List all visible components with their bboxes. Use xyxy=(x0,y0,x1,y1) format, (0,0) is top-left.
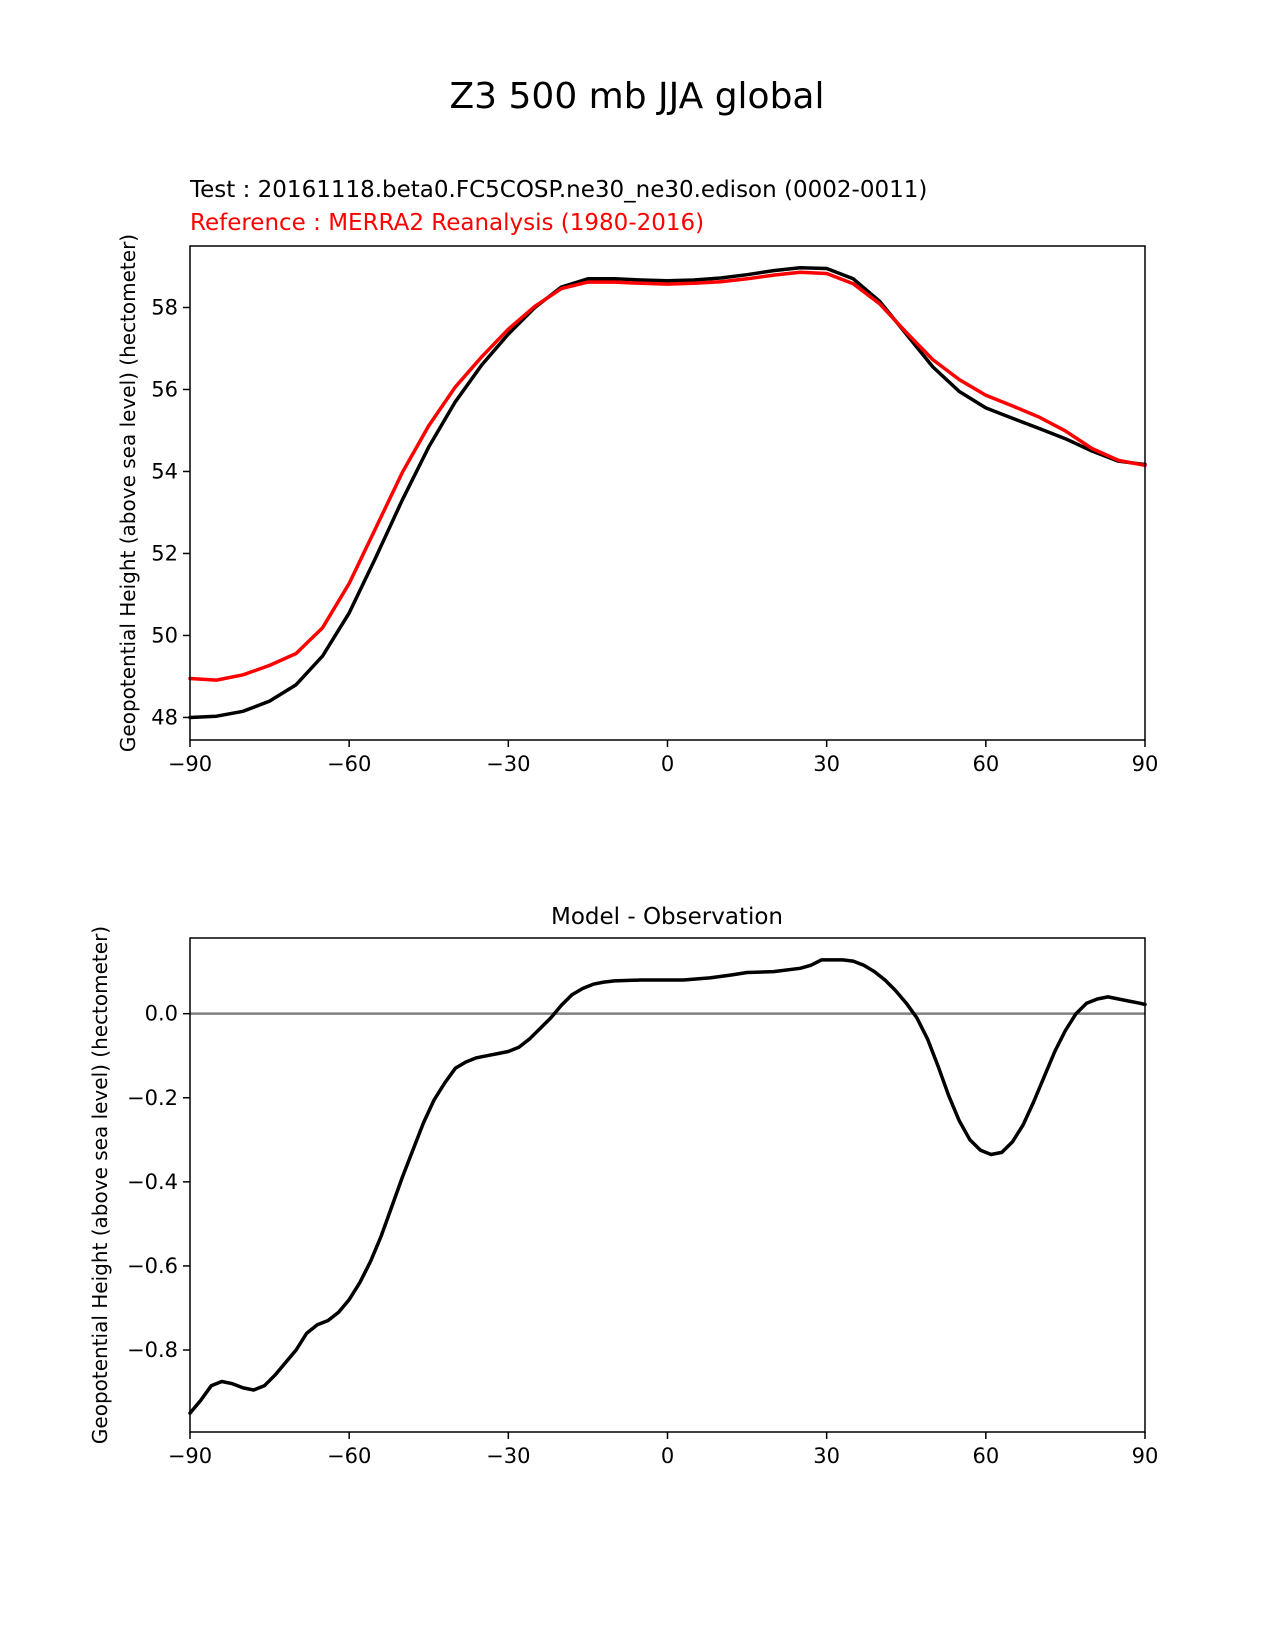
panel-bottom-chart: Model - Observation 0.0−0.2−0.4−0.6−0.8 … xyxy=(88,904,1158,1468)
x-tick-label: 30 xyxy=(813,752,840,776)
top-x-ticks: −90 −60 −30 0 30 60 90 xyxy=(168,740,1159,776)
x-tick-label: 90 xyxy=(1132,1444,1159,1468)
x-tick-label: 0 xyxy=(661,752,674,776)
x-tick-label: 0 xyxy=(661,1444,674,1468)
bottom-y-ticks: 0.0 −0.2 −0.4 −0.6 −0.8 xyxy=(127,1002,190,1362)
series-line-test xyxy=(188,265,1147,720)
x-tick-label: 60 xyxy=(972,752,999,776)
top-y-ticks: 48 50 52 54 56 58 xyxy=(151,295,190,729)
y-tick-label: 52 xyxy=(151,541,178,565)
test-label: Test : 20161118.beta0.FC5COSP.ne30_ne30.… xyxy=(189,177,927,203)
x-tick-label: 60 xyxy=(972,1444,999,1468)
y-tick-label: 50 xyxy=(151,623,178,647)
y-tick-label: 54 xyxy=(151,459,178,483)
y-tick-label: −0.8 xyxy=(127,1338,178,1362)
bottom-chart-title: Model - Observation xyxy=(551,904,783,930)
series-line-model-observation xyxy=(188,958,1147,1415)
x-tick-label: −60 xyxy=(327,1444,371,1468)
y-tick-label: −0.2 xyxy=(127,1086,178,1110)
x-tick-label: 90 xyxy=(1132,752,1159,776)
top-y-axis-label: Geopotential Height (above sea level) (h… xyxy=(116,234,140,752)
top-plot-frame xyxy=(189,245,1146,741)
x-tick-label: 30 xyxy=(813,1444,840,1468)
x-tick-label: −90 xyxy=(168,752,212,776)
y-tick-label: 48 xyxy=(151,705,178,729)
y-tick-label: 0.0 xyxy=(145,1002,178,1026)
top-series-lines xyxy=(188,265,1147,720)
bottom-plot-frame xyxy=(189,937,1146,1433)
bottom-series-lines xyxy=(188,958,1147,1415)
x-tick-label: −30 xyxy=(486,752,530,776)
panel-top-chart: Test : 20161118.beta0.FC5COSP.ne30_ne30.… xyxy=(116,177,1158,776)
bottom-x-ticks: −90 −60 −30 0 30 60 90 xyxy=(168,1432,1159,1468)
y-tick-label: −0.6 xyxy=(127,1254,178,1278)
x-tick-label: −60 xyxy=(327,752,371,776)
x-tick-label: −30 xyxy=(486,1444,530,1468)
y-tick-label: 58 xyxy=(151,295,178,319)
y-tick-label: 56 xyxy=(151,377,178,401)
bottom-y-axis-label: Geopotential Height (above sea level) (h… xyxy=(88,926,112,1444)
reference-label: Reference : MERRA2 Reanalysis (1980-2016… xyxy=(190,210,704,236)
series-line-reference xyxy=(188,270,1147,682)
x-tick-label: −90 xyxy=(168,1444,212,1468)
figure-title: Z3 500 mb JJA global xyxy=(450,76,825,117)
y-tick-label: −0.4 xyxy=(127,1170,178,1194)
